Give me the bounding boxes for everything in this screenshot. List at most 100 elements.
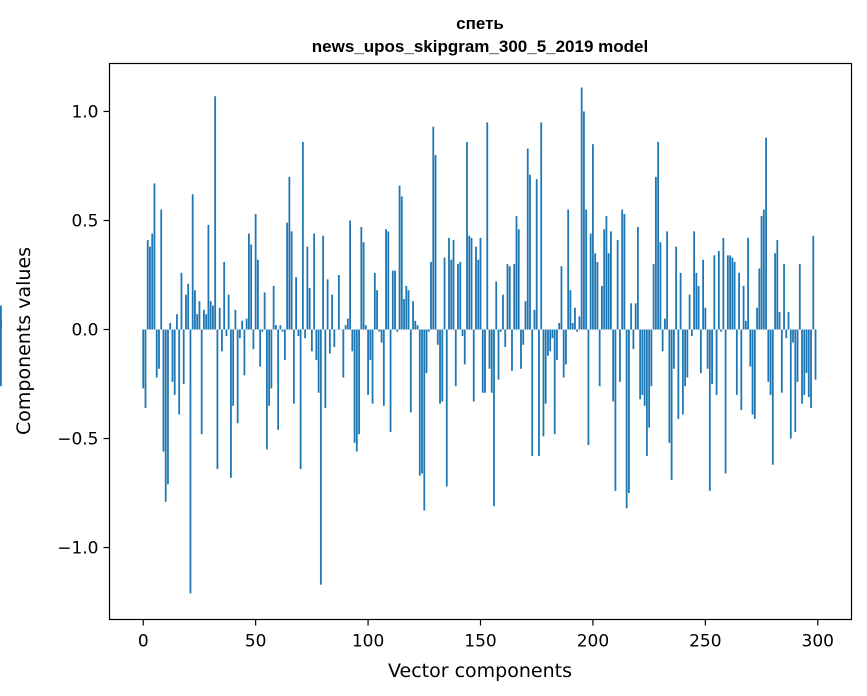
bar xyxy=(488,329,491,369)
bar xyxy=(783,264,785,330)
bar xyxy=(459,261,462,330)
bar xyxy=(605,216,608,330)
bar xyxy=(286,222,289,330)
bar xyxy=(621,209,624,330)
bar xyxy=(814,329,817,380)
bar xyxy=(583,111,585,330)
bar xyxy=(708,329,711,491)
bar xyxy=(279,325,282,330)
bar xyxy=(520,329,522,369)
bar xyxy=(720,329,722,332)
bar xyxy=(187,283,190,330)
bar xyxy=(702,259,704,330)
bar xyxy=(153,183,156,330)
bar xyxy=(636,227,639,330)
bar xyxy=(470,237,473,330)
bar xyxy=(693,231,696,330)
bar xyxy=(592,144,594,330)
bar xyxy=(769,329,772,395)
bar xyxy=(434,155,437,330)
bar xyxy=(681,329,684,415)
bar xyxy=(252,329,255,350)
bar xyxy=(376,290,378,330)
bar xyxy=(385,229,387,330)
bar xyxy=(634,303,637,330)
bar xyxy=(810,329,812,408)
bar xyxy=(801,329,803,404)
bar xyxy=(515,216,518,330)
bars-group xyxy=(0,87,817,594)
bar xyxy=(495,281,498,330)
bar xyxy=(587,329,590,446)
bar xyxy=(596,261,599,330)
bar xyxy=(243,329,246,376)
bar xyxy=(657,141,660,330)
bar xyxy=(257,259,259,330)
bar xyxy=(295,277,298,330)
bar xyxy=(540,122,543,330)
bar xyxy=(740,329,743,411)
bar xyxy=(405,285,408,330)
bar xyxy=(313,233,316,330)
bar xyxy=(756,307,758,330)
bar xyxy=(486,122,489,330)
bar xyxy=(227,294,230,330)
bar xyxy=(695,272,698,330)
bar xyxy=(628,329,630,494)
bar xyxy=(389,329,392,432)
bar xyxy=(553,329,556,435)
bar xyxy=(310,329,313,352)
bar xyxy=(355,329,358,452)
bar xyxy=(331,294,333,330)
bar xyxy=(317,329,320,393)
bar xyxy=(378,329,381,332)
x-tick-label: 100 xyxy=(352,632,384,652)
bar xyxy=(245,318,248,330)
bar xyxy=(479,237,482,330)
bar xyxy=(290,231,293,330)
bar xyxy=(423,329,426,511)
bar xyxy=(481,329,484,393)
bar xyxy=(430,261,432,330)
bar xyxy=(212,305,214,330)
bar xyxy=(306,246,309,330)
bar xyxy=(277,329,280,430)
bar xyxy=(576,329,579,332)
bar xyxy=(484,329,486,393)
bar xyxy=(717,251,720,330)
bar xyxy=(412,301,414,330)
bar xyxy=(239,329,241,339)
bar xyxy=(364,325,367,330)
bar xyxy=(209,301,212,330)
bar xyxy=(173,329,176,395)
bar xyxy=(265,329,268,450)
bar xyxy=(569,290,572,330)
bar xyxy=(263,292,266,330)
bar xyxy=(0,320,2,330)
bar xyxy=(668,329,671,443)
bar xyxy=(787,312,790,330)
bar xyxy=(625,329,628,509)
bar xyxy=(223,261,226,330)
bar xyxy=(749,329,752,367)
bar xyxy=(497,329,500,380)
bar xyxy=(499,329,502,332)
bar xyxy=(205,314,208,330)
bar xyxy=(288,176,291,330)
bar xyxy=(380,329,383,343)
bar xyxy=(304,329,307,339)
bar xyxy=(241,320,244,330)
bar xyxy=(549,329,552,352)
bar xyxy=(441,329,444,402)
bar xyxy=(475,246,477,330)
bar xyxy=(162,329,165,452)
x-tick-label: 150 xyxy=(464,632,496,652)
bar xyxy=(663,318,666,330)
bar xyxy=(328,329,331,354)
bar xyxy=(169,322,172,330)
bar xyxy=(726,255,729,330)
bar xyxy=(648,329,651,428)
bar xyxy=(589,233,592,330)
bar xyxy=(414,320,417,330)
bar xyxy=(679,272,682,330)
